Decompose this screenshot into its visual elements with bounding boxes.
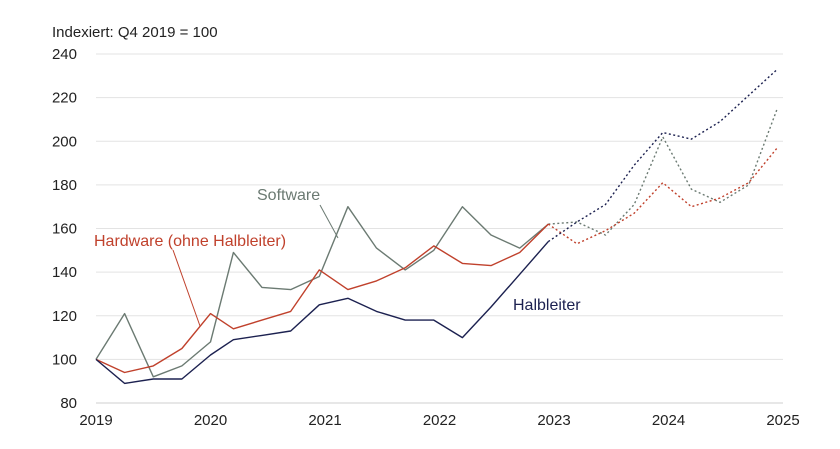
forecast-line-software (548, 108, 778, 236)
grid-lines (96, 53, 783, 404)
series-label-halbleiter: Halbleiter (513, 297, 581, 314)
x-tick-label: 2022 (423, 412, 456, 429)
x-tick-label: 2024 (652, 412, 685, 429)
y-tick-label: 100 (52, 351, 77, 368)
x-axis-tick-labels: 2019 2020 2021 2022 2023 2024 2025 (79, 412, 799, 429)
series-line-software (95, 205, 549, 378)
y-tick-label: 120 (52, 308, 77, 325)
series-line-hardware (95, 223, 549, 374)
y-tick-label: 160 (52, 221, 77, 238)
series-lines (95, 68, 778, 385)
y-tick-label: 80 (60, 395, 77, 412)
y-tick-label: 240 (52, 46, 77, 63)
software-leader-line (319, 204, 339, 239)
y-axis-tick-labels: 80 100 120 140 160 180 200 220 240 (52, 46, 77, 412)
y-tick-label: 180 (52, 177, 77, 194)
series-line-halbleiter (95, 241, 549, 385)
forecast-line-hardware (547, 147, 778, 245)
series-label-hardware: Hardware (ohne Halbleiter) (94, 233, 286, 250)
x-tick-label: 2020 (194, 412, 227, 429)
series-label-software: Software (257, 187, 320, 204)
x-tick-label: 2021 (308, 412, 341, 429)
x-tick-label: 2023 (537, 412, 570, 429)
y-tick-label: 220 (52, 90, 77, 107)
chart-title: Indexiert: Q4 2019 = 100 (52, 24, 218, 41)
forecast-line-halbleiter (547, 68, 778, 243)
y-tick-label: 200 (52, 133, 77, 150)
hardware-leader-line (172, 249, 201, 327)
series-labels: Software Hardware (ohne Halbleiter) Halb… (94, 187, 581, 327)
x-tick-label: 2019 (79, 412, 112, 429)
x-tick-label: 2025 (766, 412, 799, 429)
y-tick-label: 140 (52, 264, 77, 281)
